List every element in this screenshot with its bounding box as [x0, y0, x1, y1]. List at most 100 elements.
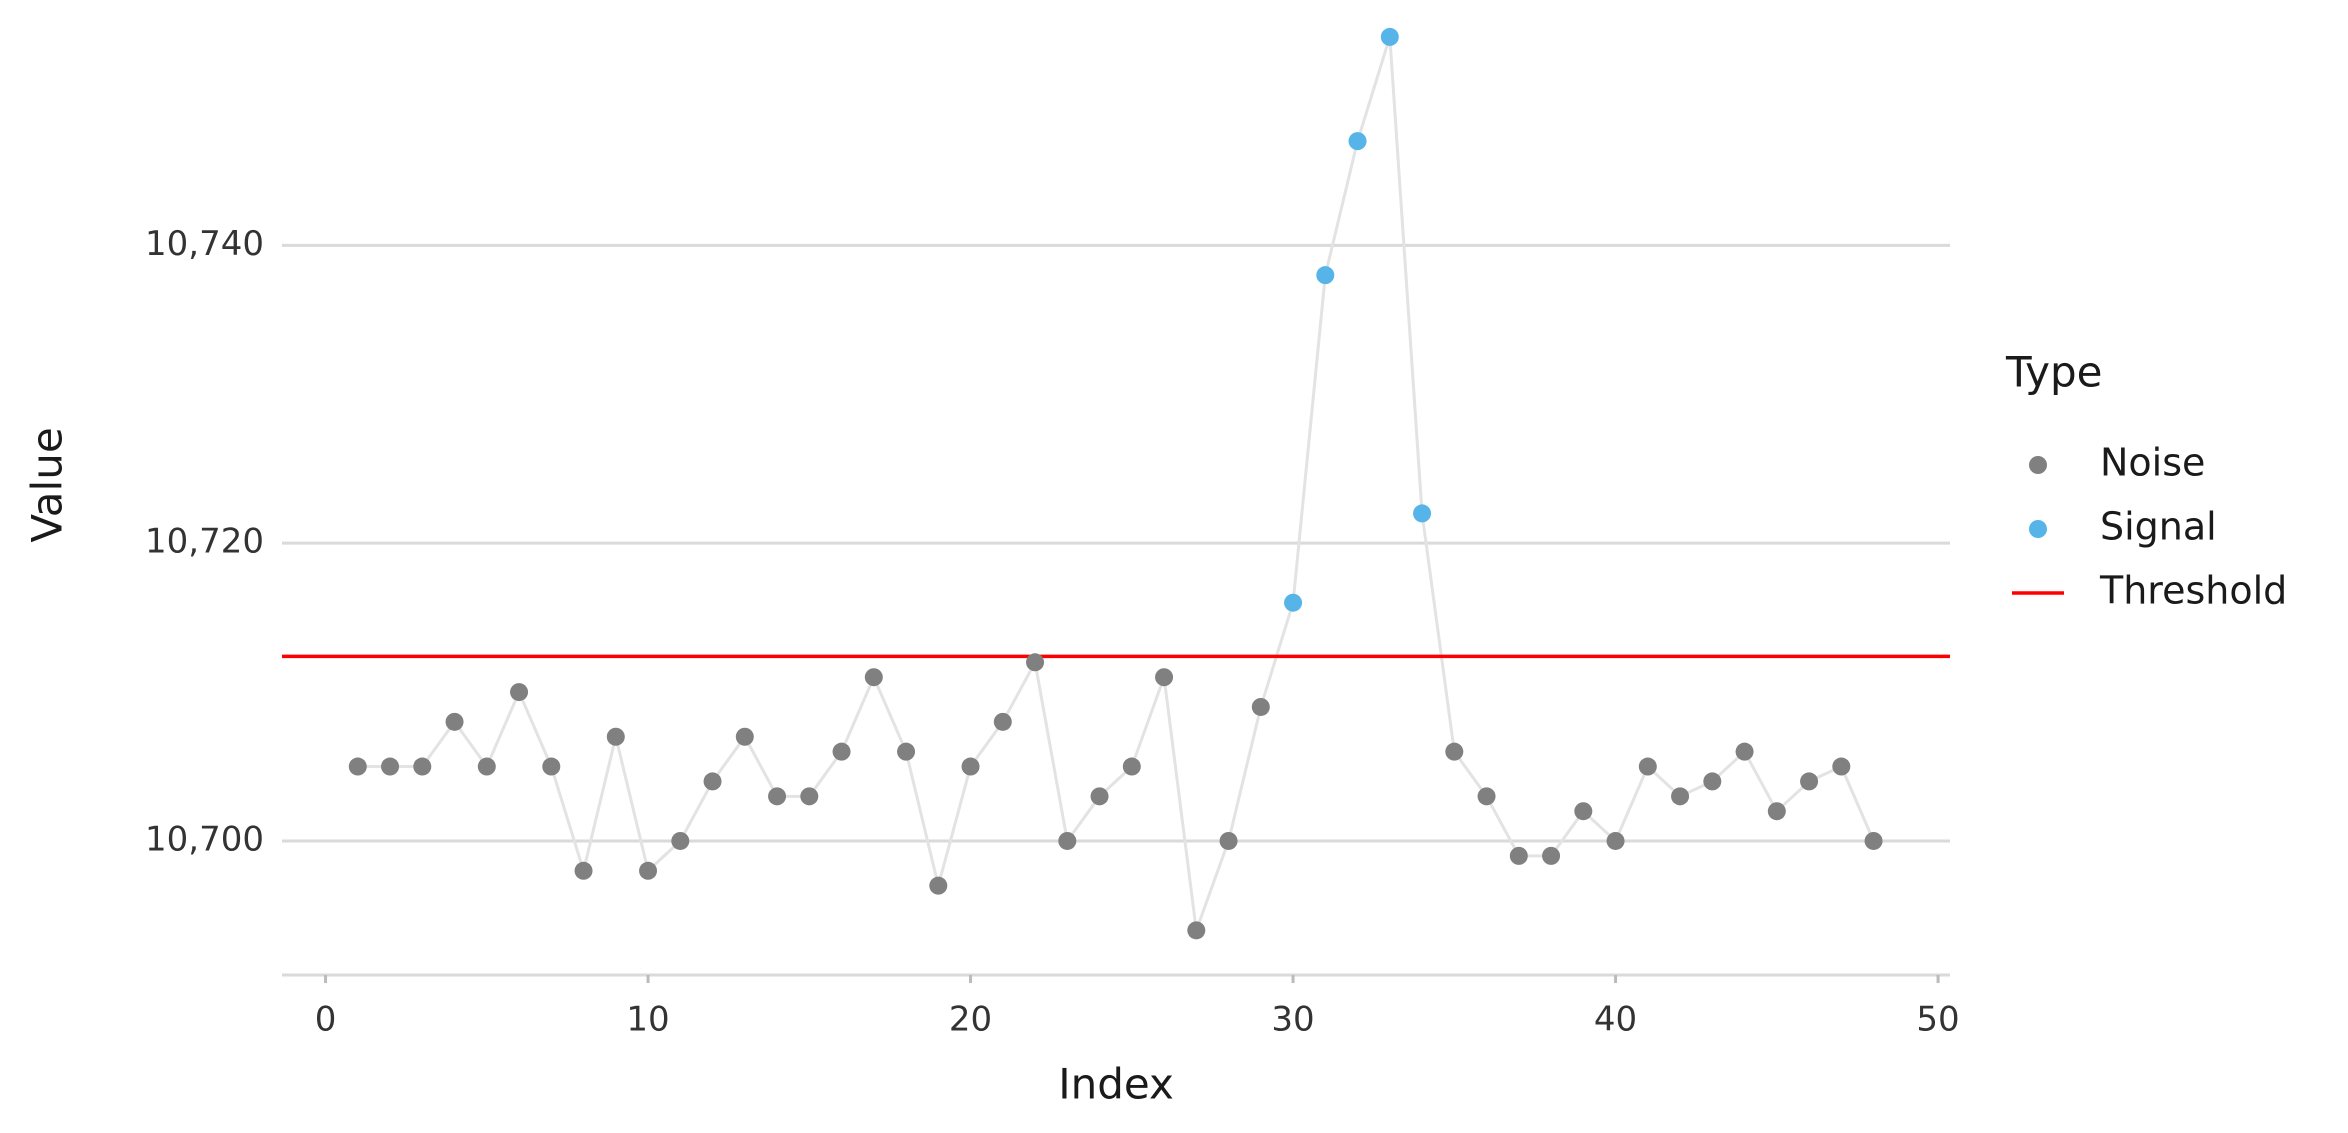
connector [1162, 676, 1198, 931]
point [1832, 757, 1851, 776]
x-tick-label: 0 [315, 1000, 337, 1040]
point [1413, 504, 1432, 523]
connector [1066, 795, 1101, 842]
point [1703, 772, 1722, 791]
connector [582, 736, 618, 872]
connector [1227, 706, 1263, 842]
y-tick-label: 10,700 [145, 819, 264, 859]
connector [872, 676, 908, 753]
point [1542, 846, 1561, 865]
point [1219, 831, 1238, 850]
connector [1194, 840, 1230, 931]
point [1735, 742, 1754, 761]
point [639, 861, 658, 880]
point [1864, 831, 1883, 850]
connector [1614, 765, 1650, 842]
point [832, 742, 851, 761]
point [381, 757, 400, 776]
connector [1839, 765, 1875, 842]
point [1026, 653, 1045, 672]
connector [1001, 661, 1037, 723]
point [1380, 27, 1399, 46]
connector [485, 691, 521, 768]
connector [1130, 676, 1166, 768]
point [1090, 787, 1109, 806]
x-tick-label: 30 [1271, 1000, 1314, 1040]
point [671, 831, 690, 850]
connector [1356, 36, 1392, 142]
connector [453, 720, 489, 768]
connector [1743, 750, 1779, 812]
connector [711, 735, 747, 783]
connector [1033, 662, 1069, 842]
connector [549, 766, 585, 872]
legend-label: Threshold [2099, 569, 2287, 613]
point [1574, 802, 1593, 821]
point [929, 876, 948, 895]
point [1187, 921, 1206, 940]
point [1477, 787, 1496, 806]
connector [1291, 274, 1327, 603]
point [961, 757, 980, 776]
point [1606, 831, 1625, 850]
connector [969, 720, 1005, 768]
connector [678, 780, 714, 842]
legend-marker [2029, 520, 2047, 538]
point [735, 727, 754, 746]
point [348, 757, 367, 776]
point [1251, 697, 1270, 716]
point [1445, 742, 1464, 761]
point [477, 757, 496, 776]
legend-label: Noise [2100, 441, 2205, 485]
connector [808, 750, 843, 798]
point [1316, 266, 1335, 285]
connector [1485, 795, 1521, 857]
point [703, 772, 722, 791]
connector [936, 766, 972, 887]
point [1058, 831, 1077, 850]
x-tick-label: 50 [1916, 1000, 1959, 1040]
x-tick-label: 20 [949, 1000, 992, 1040]
legend-marker [2029, 456, 2047, 474]
connector [840, 676, 876, 753]
y-axis-title: Value [23, 427, 72, 542]
point [993, 712, 1012, 731]
point [1509, 846, 1528, 865]
point [574, 861, 593, 880]
x-tick-label: 10 [626, 1000, 669, 1040]
point [1767, 802, 1786, 821]
x-tick-label: 40 [1594, 1000, 1637, 1040]
point [1800, 772, 1819, 791]
point [445, 712, 464, 731]
connector [517, 691, 553, 768]
point [1348, 132, 1367, 151]
connector [614, 736, 650, 872]
point [1284, 593, 1303, 612]
connector [1453, 750, 1488, 798]
point [1155, 668, 1174, 687]
point [768, 787, 787, 806]
legend-label: Signal [2100, 505, 2217, 549]
connector [904, 751, 940, 887]
point [542, 757, 561, 776]
point [510, 683, 529, 702]
connector [421, 720, 456, 768]
legend-title: Type [2005, 348, 2102, 397]
connector [1549, 810, 1585, 857]
point [800, 787, 819, 806]
y-tick-label: 10,740 [145, 224, 264, 264]
x-axis-title: Index [1058, 1060, 1174, 1109]
connector [1420, 513, 1456, 752]
point [1671, 787, 1690, 806]
connector [1388, 36, 1424, 514]
point [864, 668, 883, 687]
point [1638, 757, 1657, 776]
point [606, 727, 625, 746]
point [897, 742, 916, 761]
point [1122, 757, 1141, 776]
point [413, 757, 432, 776]
connector [743, 736, 779, 798]
connector [1323, 140, 1360, 276]
y-tick-label: 10,720 [145, 522, 264, 562]
